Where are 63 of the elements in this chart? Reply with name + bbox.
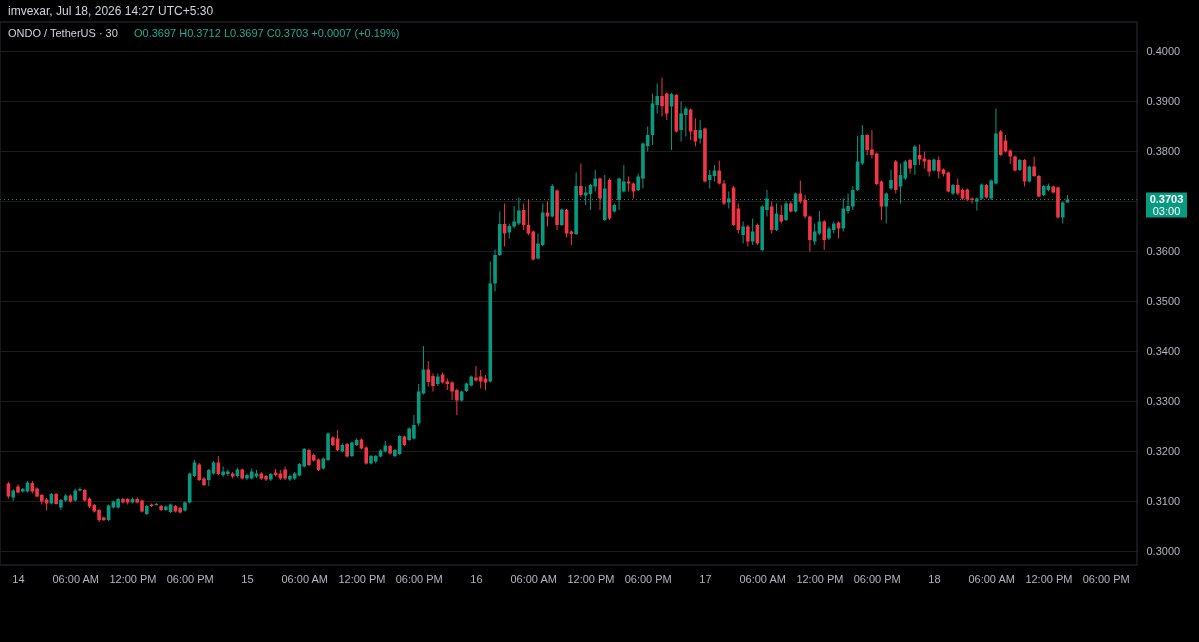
x-tick-label: 06:00 PM xyxy=(853,572,901,585)
chart-subtitle: O0.3697 H0.3712 L0.3697 C0.3703 +0.0007 (+0.19%) xyxy=(134,27,400,39)
x-tick-label: 16 xyxy=(470,572,483,585)
candlestick xyxy=(779,204,784,224)
candlestick xyxy=(998,129,1003,157)
candlestick xyxy=(803,194,807,219)
x-tick-label: 12:00 PM xyxy=(567,572,615,585)
candlestick xyxy=(784,201,788,222)
y-tick-label: 0.3800 xyxy=(1146,144,1181,157)
candlestick xyxy=(707,169,712,189)
x-tick-label: 15 xyxy=(241,572,254,585)
x-tick-label: 12:00 PM xyxy=(338,572,386,585)
x-tick-label: 12:00 PM xyxy=(1025,572,1073,585)
candlestick xyxy=(917,144,922,166)
y-tick-label: 0.4000 xyxy=(1146,44,1181,57)
candlestick xyxy=(722,179,726,206)
x-tick-label: 12:00 PM xyxy=(796,572,844,585)
candlestick xyxy=(1032,156,1036,178)
candlestick xyxy=(865,133,869,156)
candlestick xyxy=(1037,174,1041,198)
ref-line-label: 0.3703 xyxy=(1149,192,1184,205)
x-tick-label: 06:00 AM xyxy=(510,572,557,585)
x-tick-label: 12:00 PM xyxy=(109,572,157,585)
x-tick-label: 14 xyxy=(12,572,25,585)
y-tick-label: 0.3500 xyxy=(1146,294,1181,307)
x-tick-label: 06:00 PM xyxy=(1082,572,1130,585)
candlestick xyxy=(717,160,722,185)
chart-title: ONDO / TetherUS · 30 xyxy=(8,27,118,39)
y-tick-label: 0.3100 xyxy=(1146,494,1181,507)
candlestick xyxy=(478,369,483,389)
candlestick xyxy=(698,119,702,144)
x-tick-label: 06:00 PM xyxy=(166,572,214,585)
x-tick-label: 06:00 PM xyxy=(624,572,672,585)
x-tick-label: 06:00 AM xyxy=(281,572,328,585)
candlestick xyxy=(741,221,745,244)
candlestick xyxy=(746,224,750,247)
candlestick xyxy=(769,201,774,234)
y-tick-label: 0.3400 xyxy=(1146,344,1181,357)
candlestick xyxy=(822,219,827,251)
candlestick xyxy=(1060,201,1065,224)
x-tick-label: 17 xyxy=(699,572,712,585)
x-tick-label: 06:00 AM xyxy=(739,572,786,585)
candlestick xyxy=(598,177,602,211)
candlestick xyxy=(808,215,812,252)
text: imvexar, Jul 18, 2026 14:27 UTC+5:30 xyxy=(8,4,214,18)
candlestick xyxy=(593,169,598,192)
x-tick-label: 06:00 AM xyxy=(52,572,99,585)
candlestick xyxy=(913,144,917,176)
candlestick xyxy=(889,169,893,191)
candlestick xyxy=(426,360,431,387)
y-tick-label: 0.3600 xyxy=(1146,244,1181,257)
candlestick xyxy=(946,171,951,193)
y-tick-label: 0.3200 xyxy=(1146,444,1181,457)
candlestick xyxy=(936,156,941,179)
y-tick-label: 0.3300 xyxy=(1146,394,1181,407)
x-tick-label: 18 xyxy=(928,572,941,585)
y-tick-label: 0.3900 xyxy=(1146,94,1181,107)
x-tick-label: 06:00 PM xyxy=(395,572,443,585)
text: 03:00 xyxy=(1152,204,1181,217)
candlestick xyxy=(664,92,669,121)
x-tick-label: 06:00 AM xyxy=(968,572,1015,585)
y-tick-label: 0.3000 xyxy=(1146,544,1181,557)
candlestick xyxy=(579,163,583,198)
